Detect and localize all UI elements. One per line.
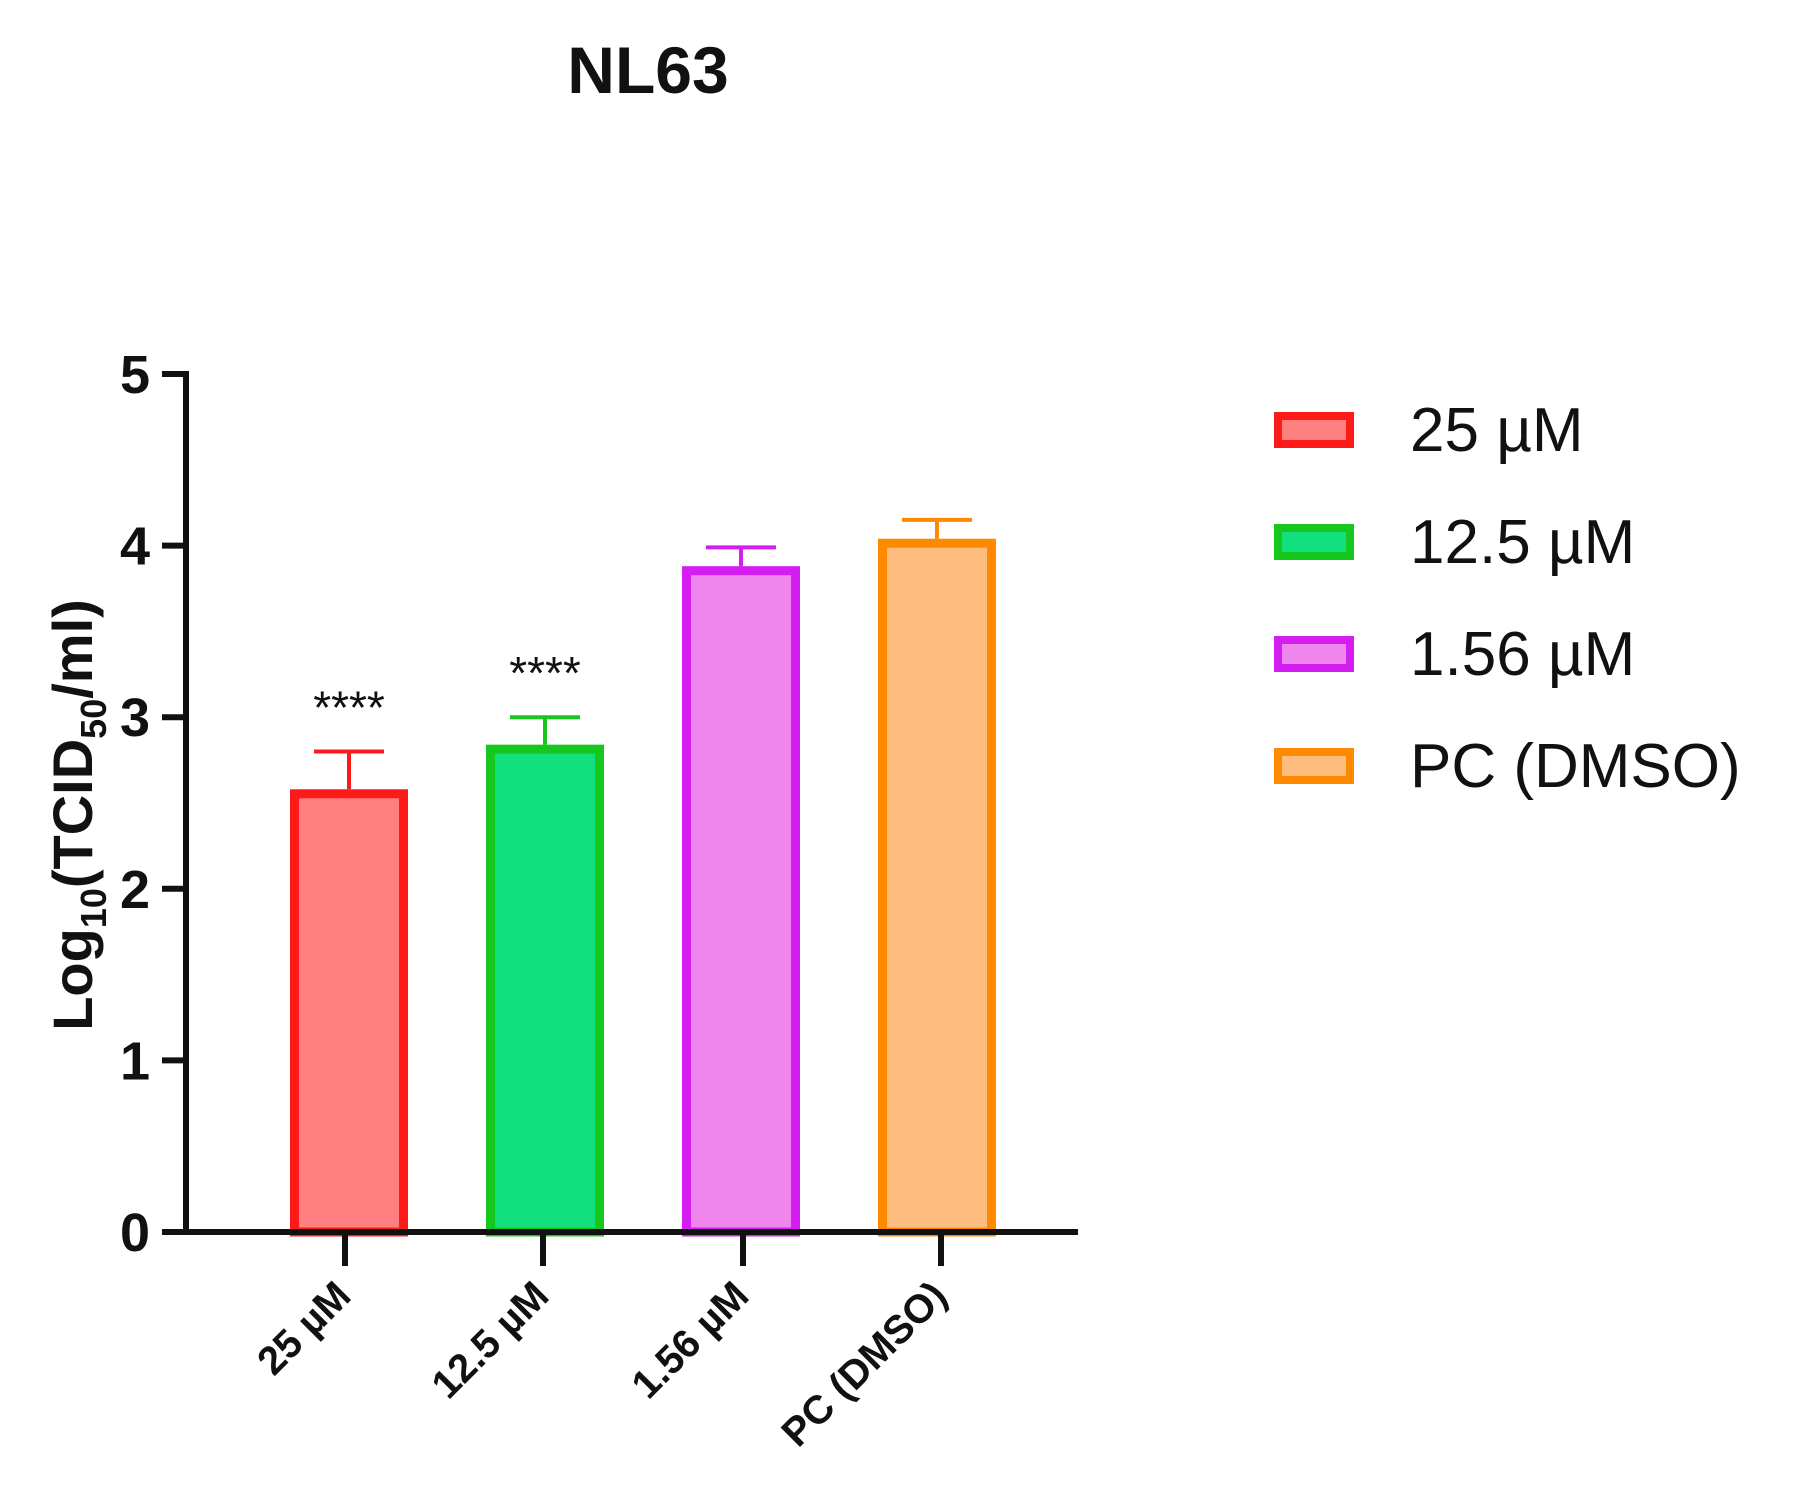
y-tick-label-0: 0 — [120, 1203, 150, 1263]
x-tick-label-2: 1.56 µM — [623, 1273, 757, 1407]
legend-label-1: 12.5 µM — [1410, 508, 1635, 577]
bar-2 — [682, 566, 800, 1237]
y-tick-label-1: 1 — [120, 1031, 150, 1091]
legend-swatch-2 — [1274, 636, 1354, 672]
x-tick-label-3: PC (DMSO) — [773, 1273, 955, 1455]
y-axis-label-tail: /ml) — [41, 599, 104, 699]
significance-label-1: **** — [509, 647, 581, 699]
y-axis-label-main: Log — [41, 928, 104, 1031]
legend-label-3: PC (DMSO) — [1410, 732, 1741, 801]
legend: 25 µM 12.5 µM 1.56 µM PC (DMSO) — [1274, 396, 1741, 801]
significance-label-0: **** — [313, 682, 385, 734]
y-tick-label-5: 5 — [120, 345, 150, 405]
legend-label-0: 25 µM — [1410, 396, 1584, 465]
x-tick-label-1: 12.5 µM — [423, 1273, 557, 1407]
legend-swatch-3 — [1274, 748, 1354, 784]
axes-group: 0 1 2 3 4 5 — [120, 345, 1078, 1266]
y-axis-label-sub2: 50 — [73, 699, 114, 739]
y-tick-label-3: 3 — [120, 688, 150, 748]
x-tick-label-0: 25 µM — [249, 1273, 359, 1383]
y-axis-label-mid: (TCID — [41, 739, 104, 888]
chart-title: NL63 — [567, 33, 728, 107]
bar-3 — [878, 538, 996, 1237]
y-axis-label: Log10(TCID50/ml) — [41, 599, 114, 1031]
annotations-group: **** **** — [313, 647, 581, 733]
error-bars-group — [314, 517, 972, 790]
y-tick-label-4: 4 — [120, 517, 150, 577]
bars-group — [290, 538, 996, 1237]
y-axis-label-sub1: 10 — [73, 888, 114, 928]
bar-1 — [486, 744, 604, 1237]
legend-swatch-0 — [1274, 412, 1354, 448]
legend-label-2: 1.56 µM — [1410, 620, 1635, 689]
bar-0 — [290, 789, 408, 1237]
y-tick-label-2: 2 — [120, 860, 150, 920]
legend-swatch-1 — [1274, 524, 1354, 560]
x-tick-labels-group: 25 µM 12.5 µM 1.56 µM PC (DMSO) — [249, 1273, 955, 1455]
